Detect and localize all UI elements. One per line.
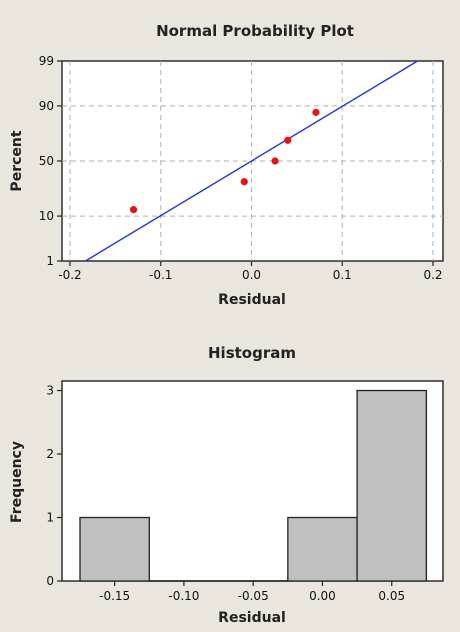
npp-data-point xyxy=(312,108,320,116)
npp-y-tick-label: 50 xyxy=(39,154,54,168)
npp-y-tick-label: 90 xyxy=(39,99,54,113)
npp-data-point xyxy=(284,136,292,144)
hist-title: Histogram xyxy=(208,344,296,362)
hist-y-axis-label: Frequency xyxy=(9,441,25,523)
npp-data-point xyxy=(271,157,279,165)
hist-y-tick-label: 2 xyxy=(46,447,54,461)
hist-bar xyxy=(356,389,428,582)
npp-y-axis-label: Percent xyxy=(9,130,25,191)
npp-x-tick-label: -0.2 xyxy=(58,268,81,282)
hist-y-tick-label: 3 xyxy=(46,384,54,398)
hist-x-tick-label: 0.00 xyxy=(309,589,336,603)
npp-y-tick-label: 1 xyxy=(46,254,54,268)
hist-bar xyxy=(287,516,358,582)
npp-x-tick-label: -0.1 xyxy=(149,268,172,282)
hist-y-tick-label: 0 xyxy=(46,574,54,588)
npp-title: Normal Probability Plot xyxy=(156,22,354,40)
hist-bar xyxy=(79,516,150,582)
npp-x-axis-label: Residual xyxy=(218,292,286,308)
npp-data-point xyxy=(129,206,138,214)
hist-y-tick-label: 1 xyxy=(46,511,54,525)
hist-x-tick-label: -0.10 xyxy=(168,589,199,603)
hist-y-ticks: 0 1 2 3 xyxy=(46,384,62,588)
npp-x-tick-label: 0.0 xyxy=(242,268,261,282)
hist-bars xyxy=(79,389,428,582)
npp-y-tick-label: 10 xyxy=(39,209,54,223)
npp-x-tick-label: 0.2 xyxy=(423,268,442,282)
hist-x-tick-label: 0.05 xyxy=(378,589,405,603)
hist-x-ticks: -0.15 -0.10 -0.05 0.00 0.05 xyxy=(99,581,405,603)
npp-points xyxy=(129,108,320,214)
npp-y-tick-label: 99 xyxy=(39,54,54,68)
hist-x-tick-label: -0.15 xyxy=(99,589,130,603)
hist-x-tick-label: -0.05 xyxy=(238,589,269,603)
npp-y-ticks: 1 10 50 90 99 xyxy=(39,54,62,268)
npp-fit-line xyxy=(85,60,418,262)
npp-x-tick-label: 0.1 xyxy=(333,268,352,282)
npp-data-point xyxy=(240,178,248,186)
hist-x-axis-label: Residual xyxy=(218,610,286,626)
npp-x-ticks: -0.2 -0.1 0.0 0.1 0.2 xyxy=(58,261,443,282)
